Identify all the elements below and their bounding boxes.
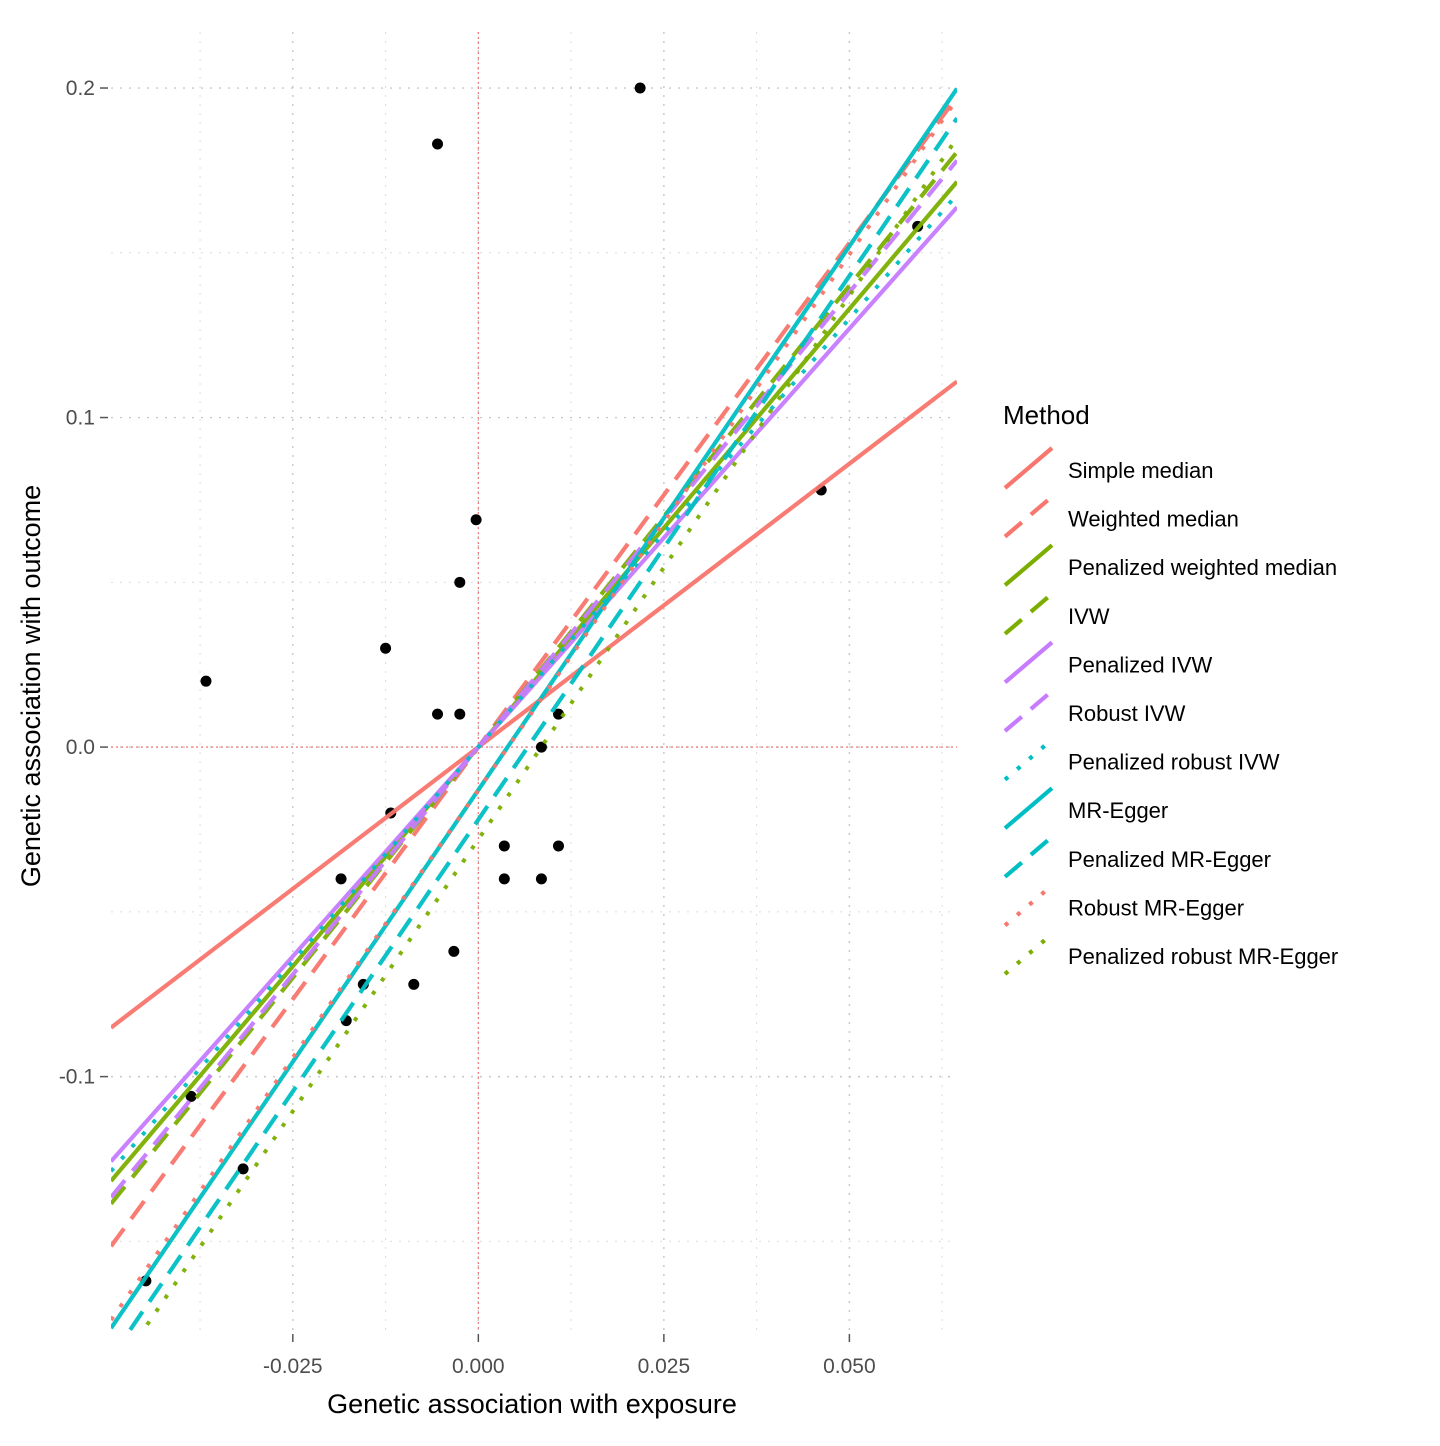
legend-key [1003,689,1054,733]
y-tick-label: 0.2 [66,77,95,100]
fit-line-penalized-ivw [111,205,957,1163]
legend-label: Robust IVW [1068,701,1186,726]
y-tick-label: 0.1 [66,407,95,430]
legend-key [1003,446,1054,490]
fit-line-penalized-mr-egger [126,116,957,1332]
legend-item: Weighted median [1003,495,1239,539]
data-point [432,708,444,720]
data-point [448,945,460,957]
data-point [498,873,510,885]
x-tick-label: 0.000 [452,1355,505,1378]
legend-label: Penalized IVW [1068,652,1213,677]
legend-label: Robust MR-Egger [1068,895,1244,920]
plot-panel [111,32,957,1332]
fit-line-ivw [111,150,957,1206]
legend-key [1003,786,1054,830]
x-tick-label: 0.025 [638,1355,691,1378]
legend-key [1003,835,1054,879]
legend-key [1003,738,1054,782]
legend-label: Penalized robust IVW [1068,750,1280,775]
data-point [454,708,466,720]
fit-line-penalized-robust-mr-egger [139,136,957,1332]
data-point [552,840,564,852]
legend-item: Penalized MR-Egger [1003,835,1271,879]
data-point [380,642,392,654]
fit-line-weighted-median [111,95,957,1248]
fit-line-mr-egger [111,87,957,1330]
legend-label: Penalized weighted median [1068,555,1337,580]
legend-label: Penalized robust MR-Egger [1068,944,1338,969]
y-tick-label: 0.0 [66,736,95,759]
axes: -0.025 0.000 0.025 0.050 -0.1 0.0 0.1 0.2 [59,77,876,1378]
data-point [432,138,444,150]
data-point [454,576,466,588]
fit-line-simple-median [111,379,957,1030]
data-point [552,708,564,720]
legend-key [1003,883,1054,927]
data-point [408,978,420,990]
reference-lines [111,32,957,1332]
y-axis-title: Genetic association with outcome [16,485,46,887]
x-tick-label: 0.050 [823,1355,876,1378]
legend-label: Penalized MR-Egger [1068,847,1271,872]
legend-item: Penalized weighted median [1003,543,1337,587]
data-point [535,741,547,753]
legend-item: MR-Egger [1003,786,1168,830]
legend-label: IVW [1068,604,1110,629]
legend-key [1003,932,1054,976]
x-tick-label: -0.025 [263,1355,323,1378]
legend-item: Penalized IVW [1003,640,1213,684]
legend-key [1003,543,1054,587]
fit-line-robust-ivw [111,159,957,1199]
legend-key [1003,495,1054,539]
legend-label: Weighted median [1068,507,1239,532]
legend-label: MR-Egger [1068,798,1168,823]
legend-label: Simple median [1068,458,1214,483]
data-point [185,1090,197,1102]
legend-title: Method [1003,400,1090,430]
legend: Method Simple median Weighted median Penal… [1003,400,1338,976]
data-point [237,1163,249,1175]
data-point [470,514,482,526]
legend-item: Penalized robust MR-Egger [1003,932,1338,976]
data-point [200,675,212,687]
legend-item: Simple median [1003,446,1214,490]
legend-key [1003,640,1054,684]
y-tick-label: -0.1 [59,1066,95,1089]
data-point [535,873,547,885]
data-point [335,873,347,885]
data-point [498,840,510,852]
legend-item: Robust IVW [1003,689,1186,733]
x-axis-title: Genetic association with exposure [327,1389,737,1419]
legend-item: IVW [1003,592,1110,636]
data-point [634,82,646,94]
legend-key [1003,592,1054,636]
fit-lines [111,87,957,1332]
legend-item: Penalized robust IVW [1003,738,1280,782]
legend-item: Robust MR-Egger [1003,883,1244,927]
